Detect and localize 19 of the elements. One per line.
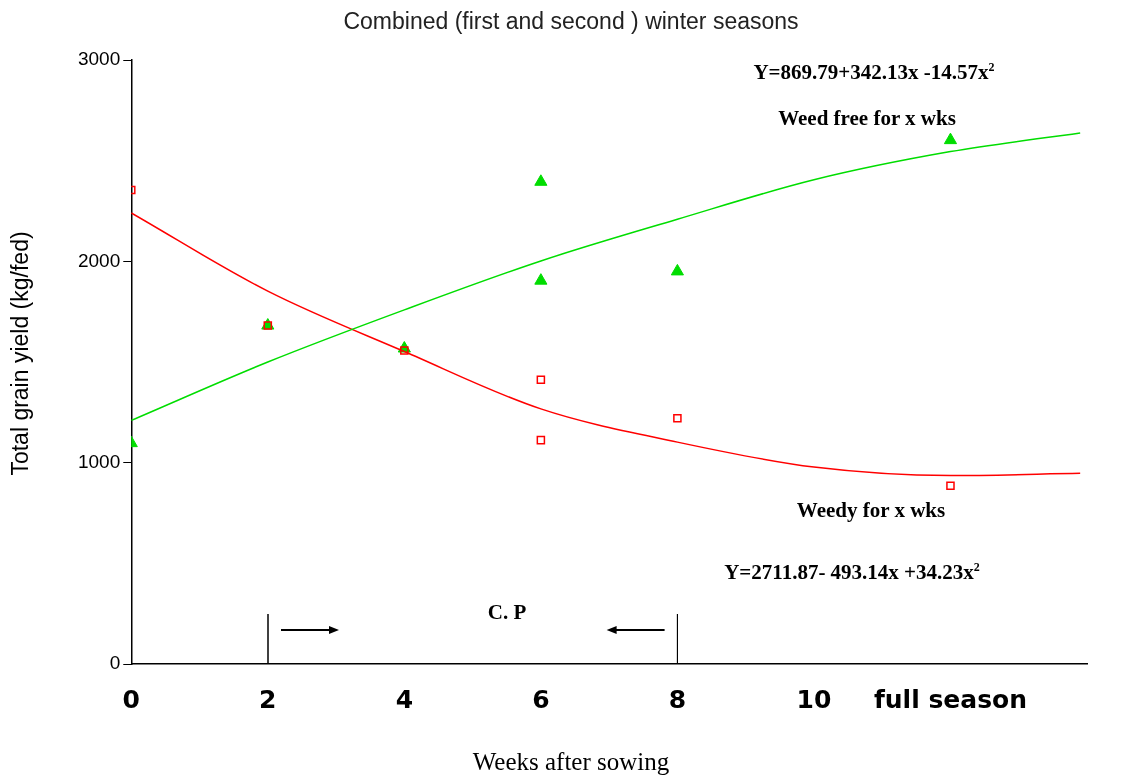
annotation: Weedy for x wks — [796, 497, 946, 523]
y-tick-label: 1000 — [77, 450, 121, 472]
chart-title: Combined (first and second ) winter seasons — [342, 8, 800, 35]
x-tick-label: 0 — [122, 684, 140, 714]
annotation: Weed free for x wks — [778, 105, 956, 131]
annotation: Y=869.79+342.13x -14.57x$^{2}$ — [753, 59, 995, 85]
x-tick-label: 2 — [259, 684, 277, 714]
y-axis-title: Total grain yield (kg/fed) — [6, 230, 34, 478]
y-tick-label: 0 — [109, 652, 121, 674]
x-tick-label: 6 — [532, 684, 550, 714]
x-axis-title: Weeks after sowing — [471, 748, 671, 776]
x-tick-label: 4 — [395, 684, 414, 714]
annotation: Y=2711.87- 493.14x +34.23x$^{2}$ — [724, 559, 980, 585]
y-tick-label: 3000 — [77, 48, 121, 70]
y-tick-label: 2000 — [77, 249, 121, 271]
x-tick-label: 10 — [796, 684, 832, 714]
annotation: C. P — [487, 599, 527, 625]
x-tick-label: 8 — [668, 684, 687, 714]
x-tick-label: full season — [873, 684, 1028, 714]
